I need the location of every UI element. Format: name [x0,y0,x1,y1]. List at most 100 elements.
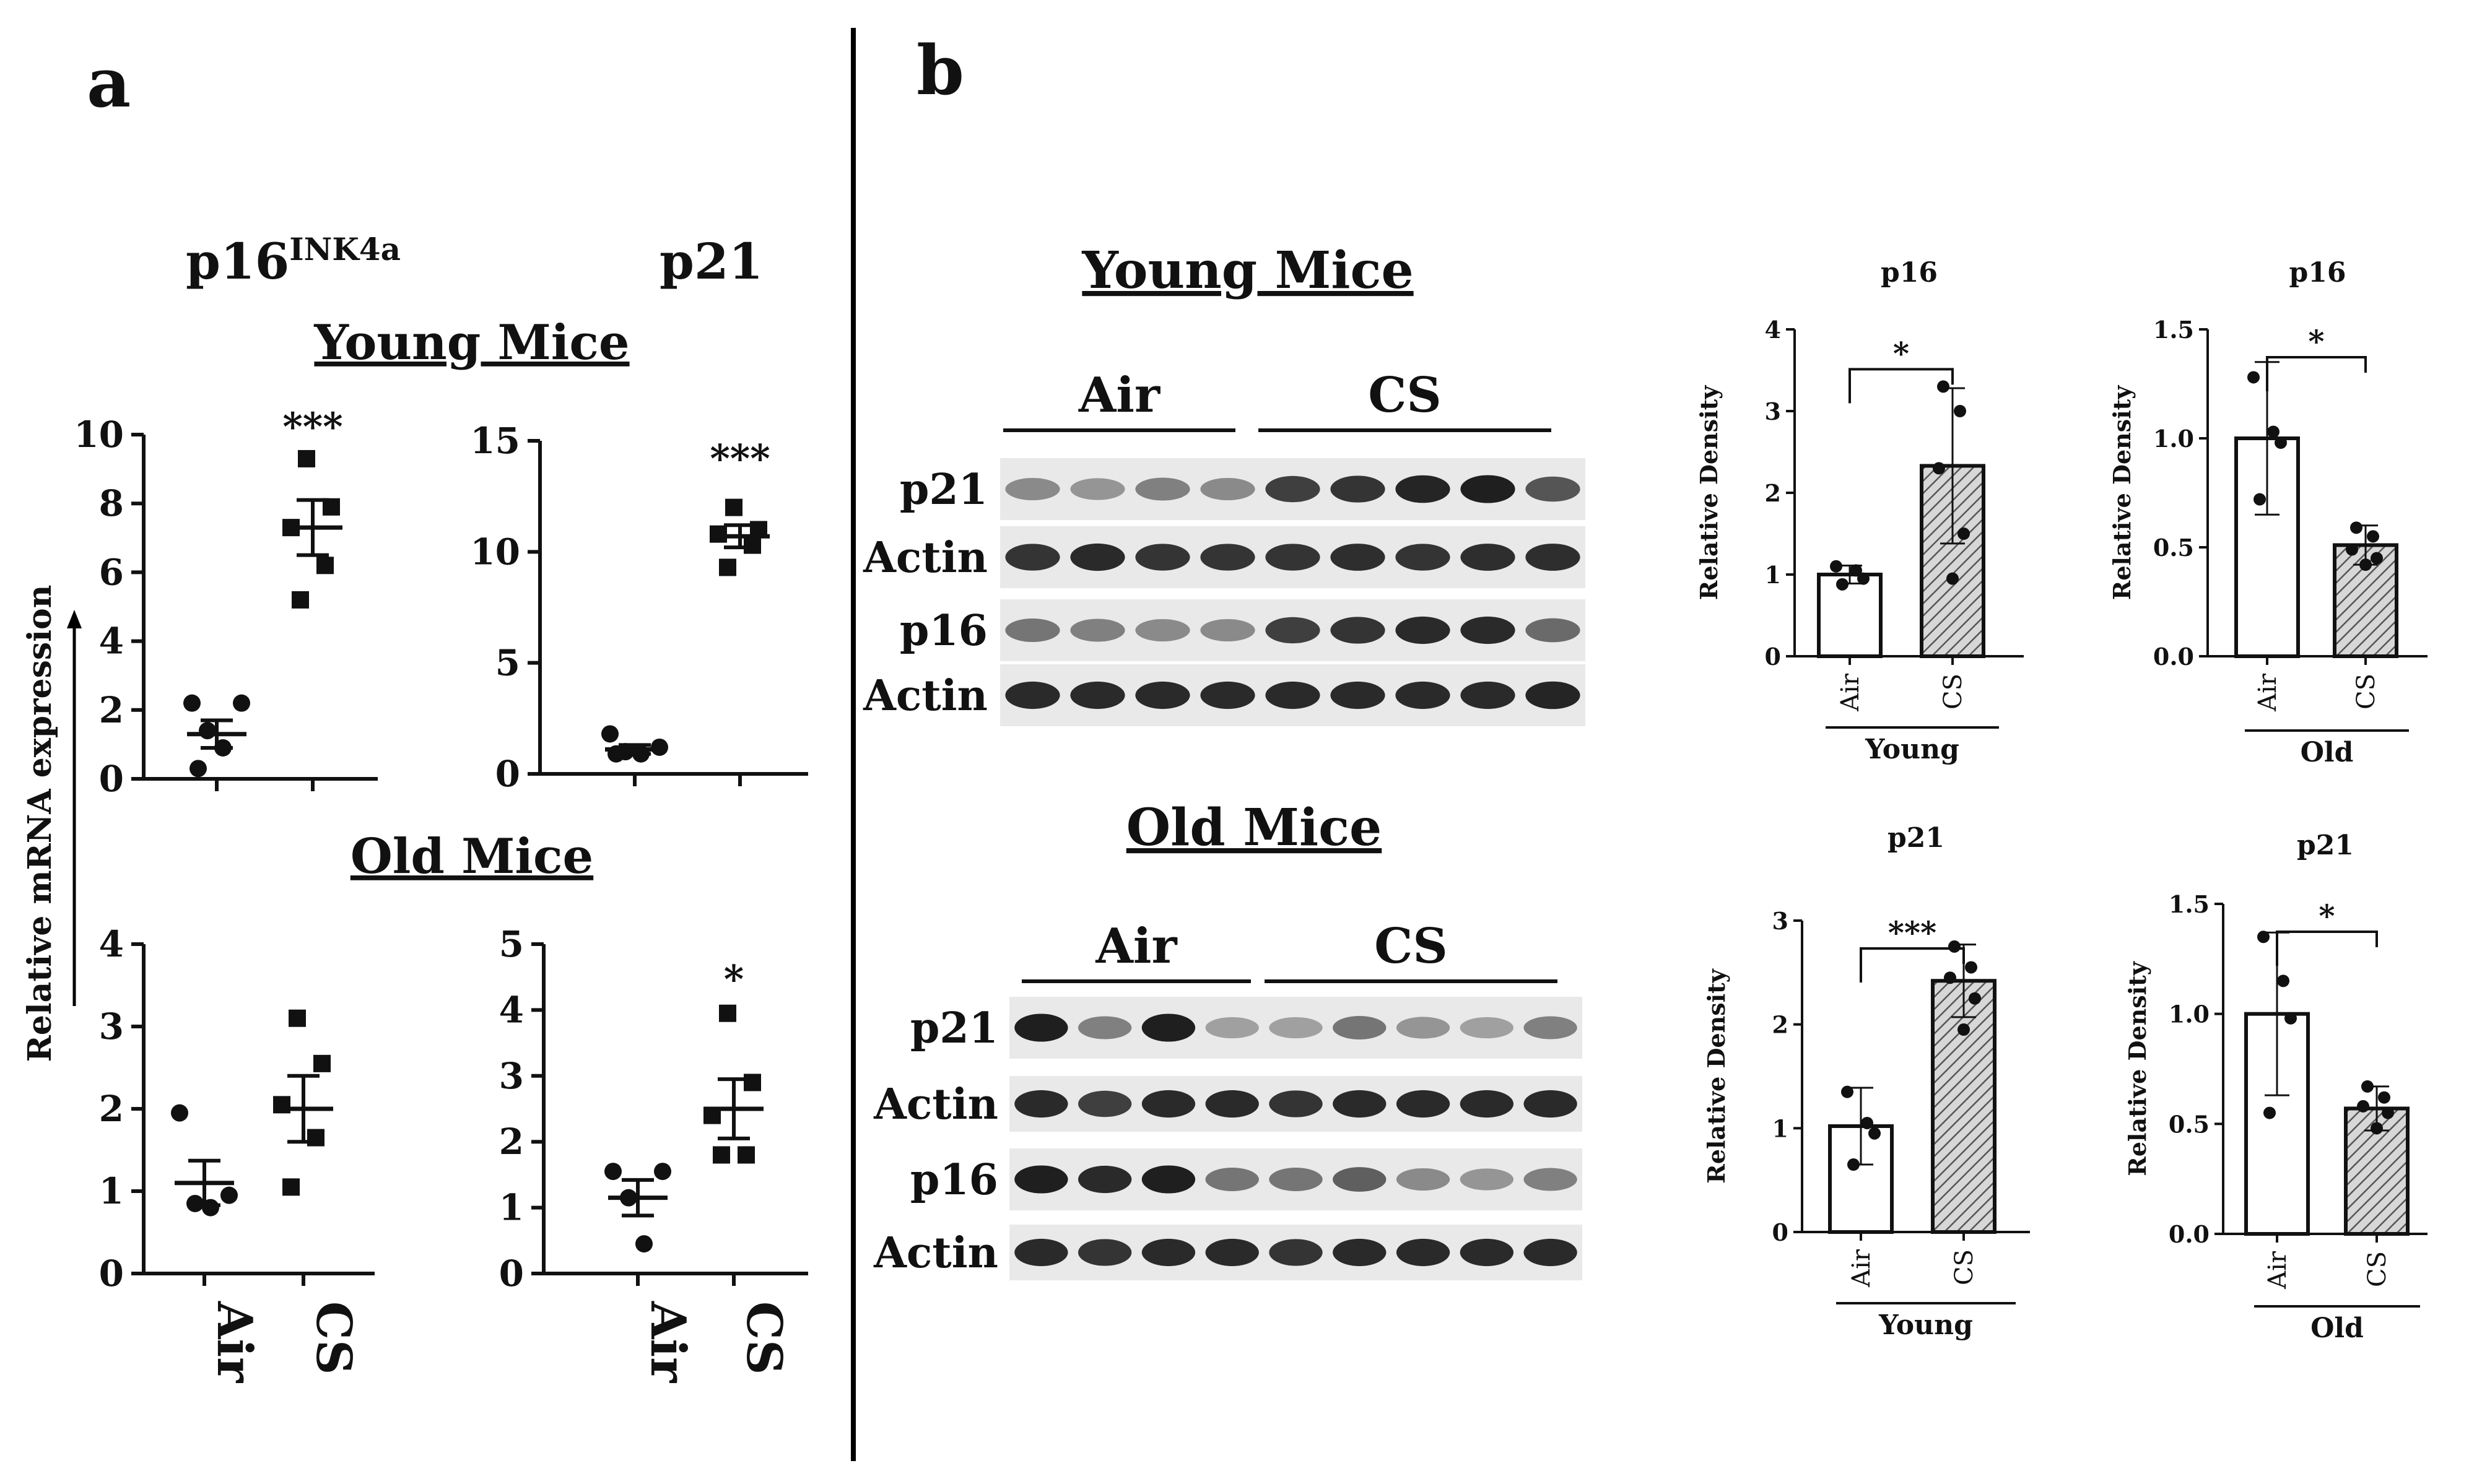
blot-band [1265,475,1320,503]
data-point [2267,425,2280,438]
y-tick-label: 1.0 [2153,425,2194,453]
blot-band [1014,1013,1068,1042]
data-point [2247,371,2260,384]
blot-band [1330,681,1385,709]
data-point [651,738,668,756]
chart-title: p16 [1881,257,1938,289]
blot-band [1460,681,1515,709]
blot-band [1005,618,1060,642]
data-point [2277,974,2289,987]
y-axis-label: Relative Density [1695,385,1723,600]
significance-label: *** [1888,914,1936,951]
data-point [2357,1100,2369,1113]
data-point [635,1235,653,1253]
data-point [313,1054,331,1072]
group-label: Old [2301,737,2354,768]
panel-label-a: a [87,43,131,123]
western-blot-old: Air CS p21 Actin p16 Actin [873,918,1582,1280]
a-ylabel: Relative mRNA expression [21,585,59,1062]
y-tick-label: 10 [74,414,124,456]
y-tick-label: 0.0 [2153,643,2194,670]
y-tick-label: 15 [470,420,520,462]
y-tick-label: 3 [1772,907,1788,935]
panel-label-b: b [917,30,964,110]
data-point [220,1186,238,1204]
y-tick-label: 0.0 [2169,1220,2210,1248]
blot-band [1141,1165,1196,1194]
y-tick-label: 3 [1765,397,1781,425]
y-axis-label: Relative Density [2108,385,2136,600]
y-tick-label: 3 [499,1055,524,1097]
blot-band [1525,618,1580,643]
blot-band [1333,1090,1387,1118]
col-title-p21: p21 [660,232,763,290]
x-tick-label: Air [1836,673,1865,712]
blot-band [1135,681,1190,709]
data-point [2253,493,2266,506]
blot-band [1265,544,1320,571]
y-tick-label: 0 [99,1252,124,1295]
blot-band [1523,1168,1577,1191]
blot-band [1525,476,1580,502]
data-point [713,1146,730,1164]
data-point [2371,552,2383,565]
blot-band [1330,544,1385,571]
bar [1817,573,1883,658]
data-point [2350,521,2362,534]
x-tick-label: Air [640,1301,696,1383]
blot-band [1396,1238,1450,1267]
blot-row-label: Actin [863,533,988,583]
y-tick-label: 4 [99,923,124,965]
blot-band [1460,1238,1513,1267]
x-tick-label: CS [2363,1251,2392,1287]
blot-band [1135,477,1190,501]
data-point [719,558,736,576]
data-point [654,1163,671,1181]
scatter-old-p16: 0 1 2 3 4 Air CS [99,923,375,1383]
blot-band [1078,1239,1132,1266]
y-tick-label: 1 [99,1170,124,1212]
blot-band [1333,1238,1387,1267]
data-point [1850,564,1862,577]
y-tick-label: 1.5 [2153,316,2194,344]
data-point [2257,931,2270,944]
scatter-young-p16: 0 2 4 6 8 10 *** [74,404,378,800]
blot-band [1460,475,1515,503]
blot-band [1333,1016,1387,1039]
bar-young-p16: p16 Relative Density 0 1 2 3 4 Air CS Young * [1695,257,2024,765]
data-point [2382,1106,2394,1119]
y-tick-label: 8 [99,482,124,524]
blot-band [1523,1016,1577,1039]
blot-band [1460,1090,1513,1118]
data-point [2359,558,2372,571]
data-point [1933,462,1945,475]
data-point [2378,1091,2390,1104]
blot-band [1396,1168,1450,1191]
blot-band [1141,1013,1196,1042]
x-tick-label: CS [1950,1249,1979,1285]
significance-bracket [2266,356,2367,391]
blot-band [1135,544,1190,571]
blot-row-label: Actin [863,671,988,721]
data-point [738,1146,755,1164]
blot-band [1078,1165,1132,1194]
col-title-p16-sup: INK4a [289,231,401,267]
y-tick-label: 4 [499,989,524,1031]
y-tick-label: 0 [1772,1218,1788,1246]
data-point [2361,1080,2374,1093]
y-axis-label: Relative Density [1702,968,1730,1183]
section-title-b-young: Young Mice [1081,241,1413,300]
blot-band [1205,1238,1259,1267]
y-tick-label: 4 [1765,316,1781,344]
data-point [1969,992,1981,1005]
data-point [1948,940,1961,953]
data-point [1957,527,1970,540]
blot-band [1269,1239,1323,1266]
data-point [1957,1023,1970,1036]
y-axis-label: Relative Density [2123,961,2151,1176]
blot-band [1460,616,1515,644]
y-tick-label: 0 [99,758,124,800]
x-tick-label: Air [2253,673,2282,712]
y-tick-label: 2 [99,1088,124,1130]
significance-label: * [2319,898,2335,934]
